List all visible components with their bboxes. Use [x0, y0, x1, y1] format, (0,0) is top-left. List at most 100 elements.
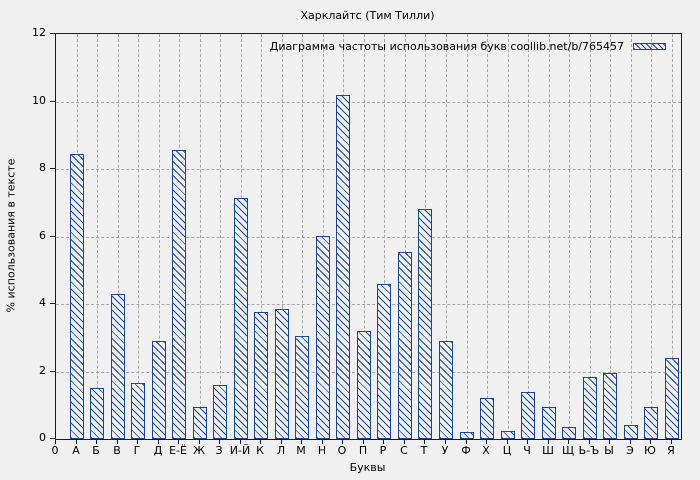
x-tick-label: О [337, 444, 347, 457]
bar-А [70, 154, 84, 439]
bar-Х [480, 398, 494, 439]
x-tick-label: Ь-Ъ [578, 444, 600, 457]
v-gridline [384, 34, 385, 439]
v-gridline [302, 34, 303, 439]
x-tick-label: С [400, 444, 408, 457]
x-tick-mark [260, 439, 261, 444]
x-tick-label: Ш [542, 444, 554, 457]
v-gridline [159, 34, 160, 439]
x-tick-mark [158, 439, 159, 444]
x-tick-label: Т [420, 444, 428, 457]
x-tick-label: Э [626, 444, 634, 457]
x-tick-label: Л [276, 444, 286, 457]
x-tick-label: Щ [561, 444, 575, 457]
v-gridline [220, 34, 221, 439]
v-gridline [138, 34, 139, 439]
x-tick-mark [76, 439, 77, 444]
x-tick-label: 0 [51, 444, 59, 457]
x-tick-mark [507, 439, 508, 444]
y-tick-mark [50, 168, 55, 169]
v-gridline [467, 34, 468, 439]
bar-Ь-Ъ [583, 377, 597, 439]
y-tick-label: 10 [32, 93, 46, 107]
y-tick-label: 0 [39, 431, 46, 444]
v-gridline [97, 34, 98, 439]
v-gridline [405, 34, 406, 439]
bar-Л [275, 309, 289, 439]
x-tick-label: У [441, 444, 449, 457]
x-tick-mark [281, 439, 282, 444]
y-tick-mark [50, 370, 55, 372]
plot-area: Диаграмма частоты использования букв coo… [55, 33, 682, 440]
x-tick-label: Ж [193, 444, 205, 457]
x-tick-mark [466, 439, 467, 444]
bar-Р [377, 284, 391, 439]
x-tick-mark [219, 439, 220, 444]
v-gridline [446, 34, 447, 439]
legend-label: Диаграмма частоты использования букв coo… [269, 39, 624, 53]
v-gridline [487, 34, 488, 439]
y-tick-label: 8 [39, 161, 46, 174]
h-gridline [56, 304, 681, 305]
y-tick-label: 12 [32, 26, 46, 39]
bar-Ю [644, 407, 658, 439]
y-tick-label: 4 [39, 296, 46, 309]
x-tick-mark [630, 439, 631, 444]
x-tick-mark [137, 439, 138, 444]
y-tick-mark [50, 303, 55, 304]
x-tick-mark [589, 439, 590, 444]
y-tick-mark [50, 438, 55, 439]
v-gridline [528, 34, 529, 439]
legend-swatch [633, 42, 666, 50]
v-gridline [569, 34, 570, 439]
bar-Д [152, 341, 166, 439]
bar-Т [418, 209, 432, 439]
x-tick-mark [445, 439, 446, 444]
y-tick-label: 6 [39, 228, 46, 242]
x-tick-mark [301, 439, 302, 444]
v-gridline [118, 34, 119, 439]
x-tick-label: М [296, 444, 306, 457]
x-tick-label: Я [667, 444, 675, 457]
x-tick-mark [199, 439, 200, 444]
bar-Е-Ё [172, 150, 186, 439]
bar-М [295, 336, 309, 439]
x-tick-mark [342, 439, 343, 444]
x-tick-label: Р [379, 444, 387, 457]
x-tick-mark [117, 439, 118, 444]
v-gridline [610, 34, 611, 439]
h-gridline [56, 101, 681, 103]
bar-Я [665, 358, 679, 439]
bar-И-Й [234, 198, 248, 439]
x-tick-mark [55, 439, 56, 444]
h-gridline [56, 236, 681, 238]
x-tick-mark [178, 439, 179, 444]
x-tick-label: Ч [523, 444, 531, 457]
x-tick-mark [568, 439, 569, 444]
bar-Ж [193, 407, 207, 439]
x-tick-label: П [358, 444, 368, 457]
v-gridline [282, 34, 283, 439]
x-tick-mark [548, 439, 549, 444]
x-tick-label: Г [133, 444, 141, 457]
v-gridline [261, 34, 262, 439]
v-gridline [672, 34, 673, 439]
v-gridline [508, 34, 509, 439]
y-tick-label: 2 [39, 363, 46, 377]
bar-У [439, 341, 453, 439]
v-gridline [631, 34, 632, 439]
x-tick-label: В [113, 444, 121, 457]
v-gridline [200, 34, 201, 439]
bar-Н [316, 236, 330, 439]
bar-Ч [521, 392, 535, 439]
x-tick-mark [609, 439, 610, 444]
bar-Б [90, 388, 104, 439]
v-gridline [651, 34, 652, 439]
v-gridline [590, 34, 591, 439]
x-tick-label: Х [482, 444, 490, 457]
x-tick-label: Б [92, 444, 100, 457]
legend: Диаграмма частоты использования букв coo… [270, 38, 666, 54]
bar-Ф [460, 432, 474, 439]
x-tick-label: Ф [461, 444, 471, 457]
